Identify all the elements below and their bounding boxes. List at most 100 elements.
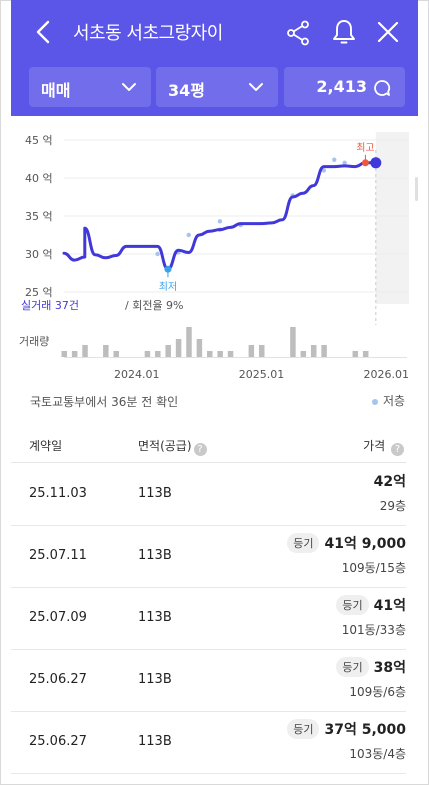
floor-info: 101동/33층 bbox=[341, 623, 406, 637]
volume-bar bbox=[290, 327, 296, 357]
legend-low-floor: 저층 bbox=[372, 392, 405, 409]
header-price-label: 가격 bbox=[363, 439, 386, 453]
lowest-label: 최저 bbox=[159, 281, 177, 293]
floor-info: 29층 bbox=[379, 499, 406, 513]
volume-bar bbox=[207, 351, 213, 357]
contract-date: 25.06.27 bbox=[29, 672, 87, 687]
deal-type-label: 매매 bbox=[41, 81, 71, 100]
y-tick-label: 45 억 bbox=[25, 134, 53, 147]
price-line: 등기 41억 bbox=[336, 595, 406, 615]
help-icon[interactable]: ? bbox=[391, 443, 404, 456]
price-line: 등기 37억 5,000 bbox=[287, 719, 406, 739]
y-tick-label: 40 억 bbox=[25, 172, 53, 185]
nav-bar: 서초동 서초그랑자이 bbox=[11, 0, 418, 62]
bell-icon[interactable] bbox=[331, 18, 357, 46]
chevron-down-icon bbox=[122, 83, 136, 91]
qna-count: 2,413 bbox=[316, 77, 367, 96]
volume-bar bbox=[71, 351, 78, 357]
deal-type-select[interactable]: 매매 bbox=[29, 67, 151, 107]
volume-bar bbox=[103, 345, 109, 357]
low-floor-point bbox=[186, 232, 191, 238]
table-row[interactable]: 25.07.09 113B 등기 41억 101동/33층 bbox=[11, 588, 406, 650]
highest-label: 최고 bbox=[356, 142, 374, 154]
scrollbar[interactable] bbox=[415, 177, 418, 201]
transaction-list: 25.11.03 113B 42억 29층 25.07.11 113B 등기 41억 9,00… bbox=[11, 464, 406, 774]
volume-bar bbox=[113, 351, 119, 357]
header-price: 가격 ? bbox=[363, 437, 404, 456]
volume-bar bbox=[248, 345, 255, 357]
trades-count-label: 실거래 37건 bbox=[21, 299, 79, 312]
share-icon[interactable] bbox=[286, 20, 310, 46]
volume-bar bbox=[82, 345, 88, 357]
volume-bar bbox=[196, 339, 203, 357]
speech-bubble-icon bbox=[374, 80, 391, 96]
table-row[interactable]: 25.11.03 113B 42억 29층 bbox=[11, 464, 406, 526]
low-floor-point bbox=[155, 251, 160, 257]
close-icon[interactable] bbox=[377, 21, 399, 43]
registered-badge: 등기 bbox=[336, 595, 369, 615]
latest-point bbox=[370, 157, 382, 169]
contract-date: 25.07.09 bbox=[29, 610, 87, 625]
low-floor-point bbox=[342, 160, 347, 165]
volume-bar bbox=[175, 339, 182, 357]
volume-bar bbox=[258, 345, 265, 357]
legend-low-label: 저층 bbox=[383, 394, 406, 408]
header-area: 면적(공급)? bbox=[138, 437, 207, 456]
data-source-text: 국토교통부에서 36분 전 확인 bbox=[30, 395, 179, 409]
y-tick-label: 30 억 bbox=[25, 248, 53, 261]
low-floor-point bbox=[332, 157, 337, 162]
table-row[interactable]: 25.06.27 113B 등기 37억 5,000 103동/4층 bbox=[11, 712, 406, 774]
price-value: 38억 bbox=[373, 660, 406, 676]
table-row[interactable]: 25.06.27 113B 등기 38억 109동/6층 bbox=[11, 650, 406, 712]
header-area-label: 면적(공급) bbox=[138, 439, 192, 453]
x-tick-label: 2025.01 bbox=[239, 368, 285, 381]
price-value: 41억 bbox=[373, 598, 406, 614]
size-select[interactable]: 34평 bbox=[156, 67, 278, 107]
table-header: 계약일 면적(공급)? 가격 ? bbox=[11, 425, 406, 463]
header-date: 계약일 bbox=[29, 439, 63, 453]
price-line bbox=[62, 161, 378, 271]
contract-date: 25.06.27 bbox=[29, 734, 87, 749]
volume-bar bbox=[217, 351, 223, 357]
price-value: 41억 9,000 bbox=[324, 536, 406, 552]
volume-bar bbox=[300, 351, 307, 357]
price-line: 등기 41억 9,000 bbox=[287, 533, 406, 553]
volume-axis-label: 거래량 bbox=[19, 335, 49, 348]
registered-badge: 등기 bbox=[287, 533, 320, 553]
chevron-down-icon bbox=[249, 83, 263, 91]
area-value: 113B bbox=[138, 672, 172, 687]
volume-bar bbox=[61, 351, 67, 357]
turnover-label: / 회전율 9% bbox=[125, 299, 184, 312]
back-icon[interactable] bbox=[33, 20, 55, 44]
registered-badge: 등기 bbox=[287, 719, 320, 739]
low-floor-dot-icon bbox=[372, 398, 378, 405]
floor-info: 103동/4층 bbox=[349, 747, 406, 761]
page-title: 서초동 서초그랑자이 bbox=[73, 23, 223, 44]
volume-bar bbox=[165, 345, 171, 357]
floor-info: 109동/6층 bbox=[349, 685, 406, 699]
volume-bar bbox=[186, 327, 192, 357]
future-shade bbox=[375, 132, 409, 304]
help-icon[interactable]: ? bbox=[193, 443, 207, 456]
area-value: 113B bbox=[138, 486, 172, 501]
qna-button[interactable]: 2,413 bbox=[284, 67, 405, 107]
registered-badge: 등기 bbox=[336, 657, 369, 677]
contract-date: 25.11.03 bbox=[29, 486, 87, 501]
volume-bar bbox=[352, 351, 359, 357]
price-line: 42억 bbox=[374, 471, 406, 491]
low-floor-point bbox=[217, 219, 223, 224]
highest-point bbox=[361, 159, 369, 167]
table-row[interactable]: 25.07.11 113B 등기 41억 9,000 109동/15층 bbox=[11, 526, 406, 588]
price-value: 42억 bbox=[373, 474, 406, 490]
low-floor-point bbox=[321, 168, 327, 173]
y-tick-label: 35 억 bbox=[25, 210, 53, 223]
contract-date: 25.07.11 bbox=[29, 548, 87, 563]
price-value: 37억 5,000 bbox=[324, 722, 406, 738]
header: 서초동 서초그랑자이 매매 34평 2,413 bbox=[11, 0, 418, 116]
volume-bar bbox=[227, 351, 234, 357]
volume-bar bbox=[362, 351, 369, 357]
y-tick-label: 25 억 bbox=[25, 286, 53, 299]
price-line: 등기 38억 bbox=[336, 657, 406, 677]
area-value: 113B bbox=[138, 610, 172, 625]
area-value: 113B bbox=[138, 548, 172, 563]
